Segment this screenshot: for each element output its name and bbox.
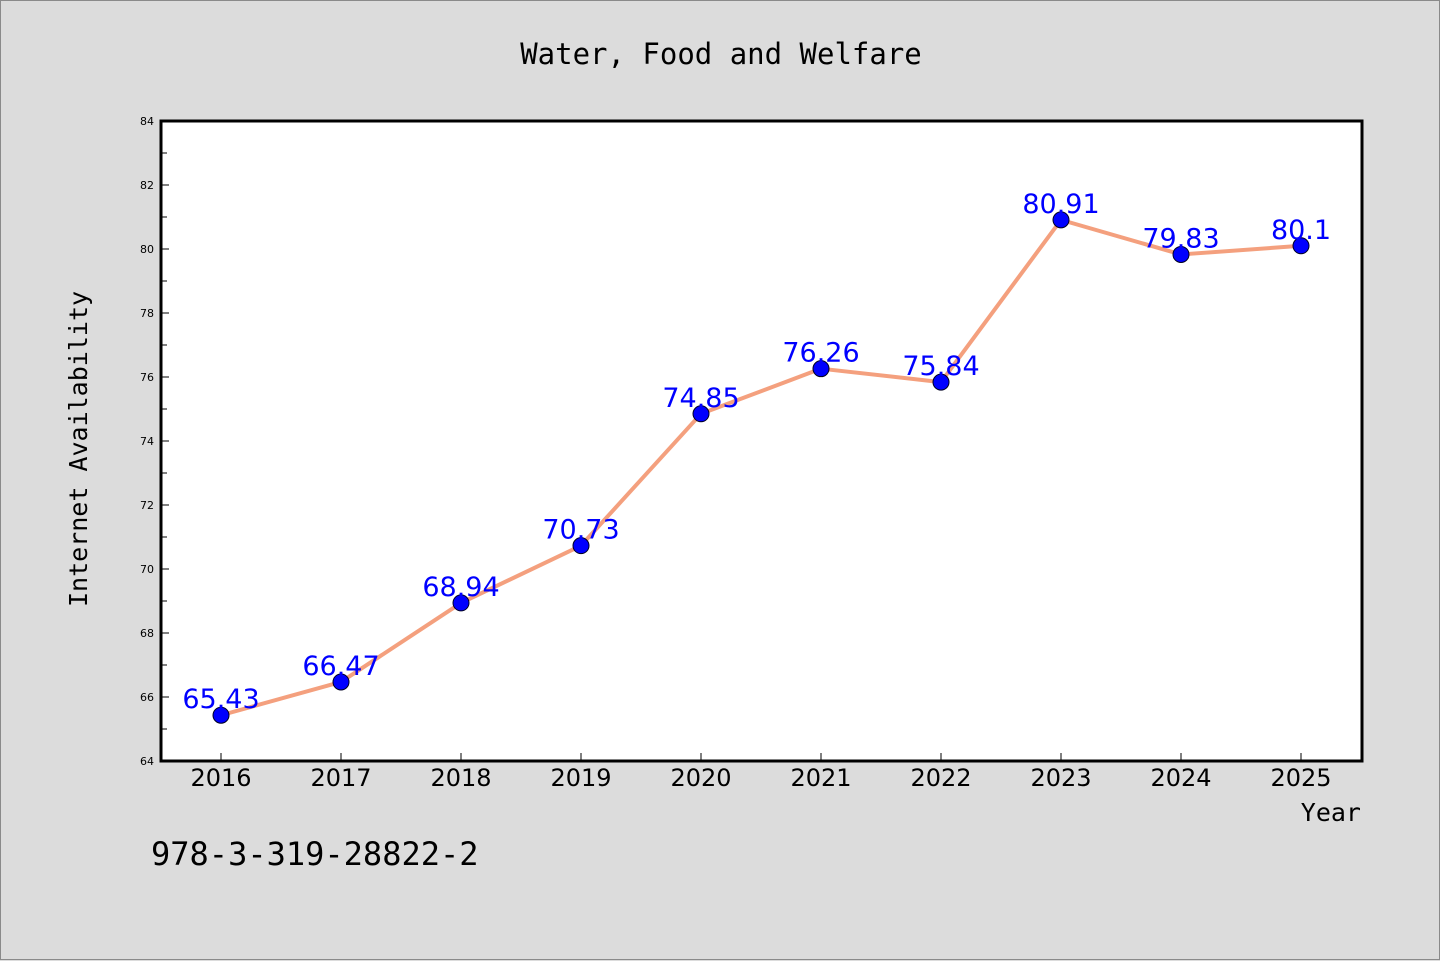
data-label: 68.94 xyxy=(422,572,499,603)
y-tick-label: 78 xyxy=(140,307,154,320)
data-label: 79.83 xyxy=(1142,223,1219,254)
data-label: 66.47 xyxy=(302,651,379,682)
y-axis-label: Internet Availability xyxy=(64,291,93,607)
x-tick-label: 2021 xyxy=(790,764,851,792)
data-labels: 65.43 66.47 68.94 70.73 74.85 76.26 75.84 80.91… xyxy=(182,189,1331,715)
y-tick-label: 64 xyxy=(140,755,154,768)
y-tick-label: 76 xyxy=(140,371,154,384)
data-point xyxy=(1052,211,1070,229)
data-label: 74.85 xyxy=(662,383,739,414)
data-point xyxy=(932,373,950,391)
x-tick-label: 2017 xyxy=(310,764,371,792)
x-tick-label: 2025 xyxy=(1270,764,1331,792)
y-axis: 64 66 68 70 72 74 76 78 80 82 84 xyxy=(140,115,169,768)
x-tick-label: 2023 xyxy=(1030,764,1091,792)
x-axis: 2016 2017 2018 2019 2020 2021 2022 2023 2024 2025 xyxy=(190,753,1332,792)
x-tick-label: 2020 xyxy=(670,764,731,792)
data-label: 65.43 xyxy=(182,684,259,715)
y-tick-label: 80 xyxy=(140,243,154,256)
data-point xyxy=(812,360,830,378)
data-point xyxy=(332,673,350,691)
y-tick-label: 84 xyxy=(140,115,154,128)
x-tick-label: 2016 xyxy=(190,764,251,792)
data-label: 80.1 xyxy=(1271,215,1331,246)
chart-title: Water, Food and Welfare xyxy=(520,37,922,71)
y-tick-label: 72 xyxy=(140,499,154,512)
y-tick-label: 74 xyxy=(140,435,154,448)
x-tick-label: 2019 xyxy=(550,764,611,792)
x-axis-label: Year xyxy=(1301,798,1361,827)
y-tick-label: 70 xyxy=(140,563,154,576)
data-point xyxy=(1292,237,1310,255)
plot-area xyxy=(159,119,1364,763)
footer-text: 978-3-319-28822-2 xyxy=(151,835,479,873)
y-tick-label: 68 xyxy=(140,627,154,640)
data-label: 76.26 xyxy=(782,338,859,369)
y-tick-label: 82 xyxy=(140,179,154,192)
data-point xyxy=(1172,245,1190,263)
y-tick-label: 66 xyxy=(140,691,154,704)
data-label: 70.73 xyxy=(542,515,619,546)
x-tick-label: 2024 xyxy=(1150,764,1211,792)
series-line xyxy=(220,217,1302,718)
data-points xyxy=(212,211,1310,724)
data-label: 75.84 xyxy=(902,351,979,382)
x-tick-label: 2022 xyxy=(910,764,971,792)
x-tick-label: 2018 xyxy=(430,764,491,792)
data-point xyxy=(692,405,710,423)
data-label: 80.91 xyxy=(1022,189,1099,220)
data-point xyxy=(572,537,590,555)
data-point xyxy=(452,594,470,612)
data-point xyxy=(212,706,230,724)
